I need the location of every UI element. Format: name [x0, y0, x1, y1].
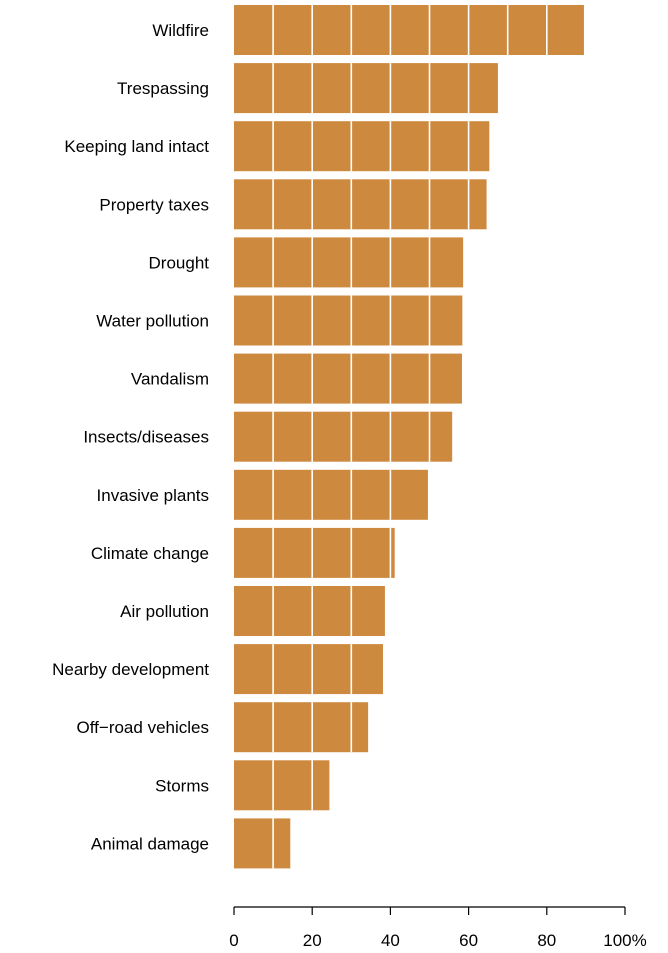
bar	[234, 63, 498, 114]
x-tick-label: 0	[229, 931, 238, 950]
x-tick-label: 60	[459, 931, 478, 950]
bar-group	[234, 295, 463, 346]
bar	[234, 527, 395, 578]
x-tick-label: 40	[381, 931, 400, 950]
bar	[234, 121, 490, 172]
category-label: Air pollution	[120, 602, 209, 621]
bar-group	[234, 411, 453, 462]
category-label: Nearby development	[52, 660, 209, 679]
category-label: Wildfire	[152, 21, 209, 40]
bar	[234, 644, 383, 695]
category-label: Off−road vehicles	[77, 718, 209, 737]
bars-layer	[234, 5, 584, 869]
bar	[234, 818, 291, 869]
category-label: Property taxes	[99, 195, 209, 214]
bar	[234, 5, 584, 55]
x-tick-label: 80	[537, 931, 556, 950]
x-axis: 0 20 40 60 80 100%	[229, 906, 647, 950]
bar-group	[234, 5, 584, 55]
x-tick-label: 20	[303, 931, 322, 950]
bar	[234, 586, 385, 636]
bar	[234, 295, 463, 346]
bar-group	[234, 237, 464, 288]
category-label: Drought	[149, 253, 210, 272]
category-label: Insects/diseases	[83, 428, 209, 447]
bar-group	[234, 179, 487, 230]
bar-group	[234, 353, 462, 404]
category-label: Vandalism	[131, 370, 209, 389]
bar	[234, 760, 330, 811]
bar-group	[234, 644, 383, 695]
bar	[234, 179, 487, 230]
bar-group	[234, 121, 490, 172]
bar-group	[234, 469, 428, 520]
category-label: Climate change	[91, 544, 209, 563]
category-label: Water pollution	[96, 312, 209, 331]
category-labels: Wildfire Trespassing Keeping land intact Pr…	[52, 21, 209, 853]
x-tick-label: 100%	[603, 931, 646, 950]
bar	[234, 237, 464, 288]
bar	[234, 469, 428, 520]
bar-group	[234, 527, 395, 578]
bar-group	[234, 818, 291, 869]
category-label: Invasive plants	[97, 486, 209, 505]
category-label: Animal damage	[91, 834, 209, 853]
bar	[234, 353, 462, 404]
bar-group	[234, 702, 369, 753]
bar-group	[234, 760, 330, 811]
category-label: Keeping land intact	[64, 137, 209, 156]
category-label: Storms	[155, 776, 209, 795]
bar	[234, 411, 453, 462]
bar-group	[234, 586, 385, 636]
bar	[234, 702, 369, 753]
category-label: Trespassing	[117, 79, 209, 98]
bar-group	[234, 63, 498, 114]
